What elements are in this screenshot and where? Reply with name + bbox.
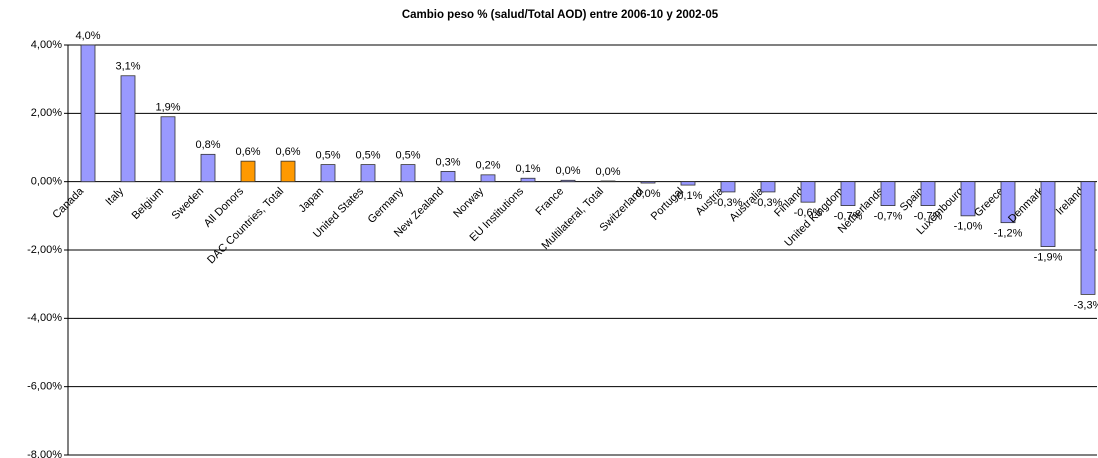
data-label: 0,5%: [395, 149, 420, 161]
data-label: 0,5%: [315, 149, 340, 161]
data-label: -0,7%: [914, 210, 943, 222]
bar: [680, 181, 696, 186]
x-tick-label: Italy: [103, 185, 126, 208]
data-label: -0,1%: [674, 190, 703, 202]
data-label: -0,6%: [794, 207, 823, 219]
data-label: -3,3%: [1074, 299, 1098, 311]
bar: [920, 181, 936, 206]
data-label: 0,8%: [195, 139, 220, 151]
data-label: -1,2%: [994, 228, 1023, 240]
bar: [440, 171, 456, 183]
y-tick-label: 2,00%: [31, 107, 62, 119]
bar: [960, 181, 976, 217]
bar: [1000, 181, 1016, 224]
bar: [1040, 181, 1056, 247]
data-label: 0,2%: [475, 160, 500, 172]
data-label: 0,3%: [435, 156, 460, 168]
bar: [200, 153, 216, 183]
x-tick-label: Canada: [50, 185, 86, 221]
chart-title: Cambio peso % (salud/Total AOD) entre 20…: [402, 9, 719, 21]
bar: [240, 160, 256, 183]
data-label: 3,1%: [115, 61, 140, 73]
bar: [640, 181, 656, 184]
data-label: -0,7%: [874, 210, 903, 222]
bar: [880, 181, 896, 206]
y-tick-label: -4,00%: [27, 312, 62, 324]
data-label: 4,0%: [75, 30, 100, 42]
y-tick-label: 4,00%: [31, 39, 62, 51]
bar: [360, 164, 376, 183]
bar: [160, 116, 176, 183]
data-label: -0,7%: [834, 210, 863, 222]
bar: [320, 164, 336, 183]
y-tick-label: -6,00%: [27, 381, 62, 393]
bar: [80, 44, 96, 183]
data-label: -0,3%: [714, 197, 743, 209]
data-label: 0,6%: [275, 146, 300, 158]
bar: [760, 181, 776, 193]
bar: [280, 160, 296, 183]
x-tick-label: Sweden: [170, 185, 207, 222]
bar: [400, 164, 416, 183]
bar: [1080, 181, 1096, 295]
data-label: -1,0%: [954, 221, 983, 233]
data-label: -0,3%: [754, 197, 783, 209]
bar: [800, 181, 816, 203]
data-label: -1,9%: [1034, 251, 1063, 263]
x-tick-label: Belgium: [130, 185, 167, 222]
data-label: 0,0%: [555, 165, 580, 177]
data-label: 0,6%: [235, 146, 260, 158]
x-tick-label: Japan: [296, 185, 326, 215]
data-label: 0,0%: [595, 166, 620, 178]
bar: [560, 179, 576, 183]
bar: [520, 177, 536, 183]
y-tick-label: 0,00%: [31, 176, 62, 188]
bar: [600, 180, 616, 183]
bar: [120, 75, 136, 183]
bar: [720, 181, 736, 193]
bar: [840, 181, 856, 206]
x-tick-label: France: [533, 185, 566, 218]
x-tick-label: DAC Countries, Total: [205, 185, 286, 266]
data-label: 0,0%: [635, 188, 660, 200]
data-label: 0,1%: [515, 163, 540, 175]
x-tick-label: Norway: [451, 185, 486, 220]
x-tick-label: Germany: [366, 185, 407, 226]
bar: [480, 174, 496, 183]
data-label: 1,9%: [155, 102, 180, 114]
data-label: 0,5%: [355, 149, 380, 161]
y-tick-label: -2,00%: [27, 244, 62, 256]
y-tick-label: -8,00%: [27, 449, 62, 458]
